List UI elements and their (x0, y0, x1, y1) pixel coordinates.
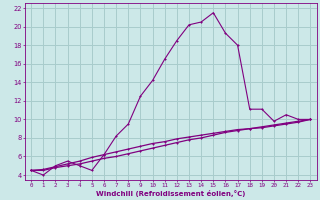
X-axis label: Windchill (Refroidissement éolien,°C): Windchill (Refroidissement éolien,°C) (96, 190, 245, 197)
